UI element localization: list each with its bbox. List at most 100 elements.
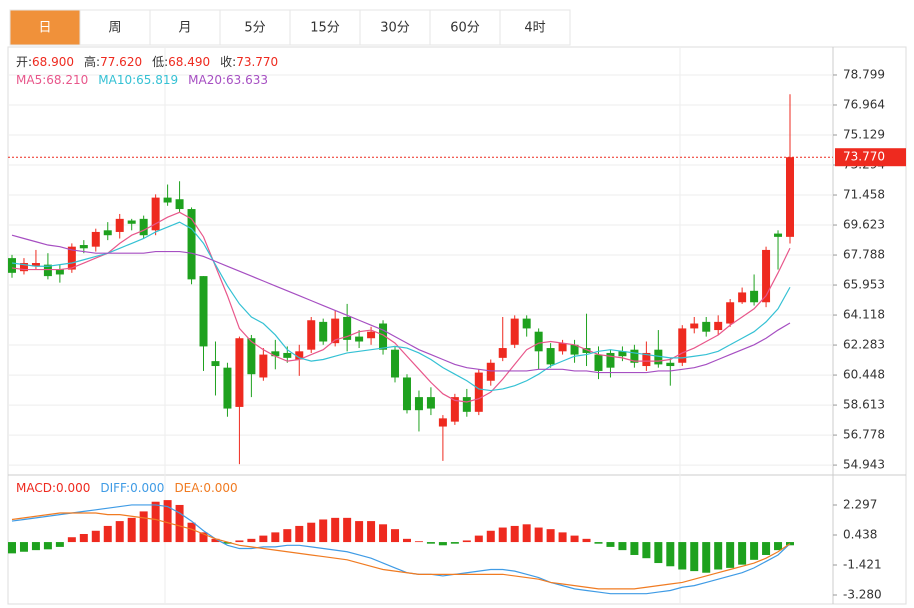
candle-body xyxy=(570,344,579,355)
macd-bar xyxy=(343,517,352,543)
tab-label: 月 xyxy=(178,21,191,36)
macd-bar xyxy=(402,538,411,543)
macd-bar xyxy=(594,542,603,544)
macd-bar xyxy=(486,530,495,543)
macd-bar xyxy=(283,529,292,543)
last-price-box xyxy=(835,148,906,167)
candle-body xyxy=(67,246,76,270)
line-series xyxy=(11,234,791,374)
candle-body xyxy=(187,209,196,280)
y-tick-label: 67.788 xyxy=(843,248,885,262)
legend-value: 73.770 xyxy=(236,55,278,69)
candle-body xyxy=(259,354,268,378)
candle-body xyxy=(235,338,244,407)
macd-bar xyxy=(175,504,184,543)
macd-bar xyxy=(187,522,196,543)
legend-value: 68.210 xyxy=(46,73,88,87)
tab-label: 日 xyxy=(38,21,51,36)
candle-body xyxy=(391,349,400,378)
candle-body xyxy=(702,321,711,332)
macd-bar xyxy=(582,538,591,543)
y-tick-label: -1.421 xyxy=(843,557,882,571)
candle-body xyxy=(91,231,100,247)
macd-bar xyxy=(8,542,16,554)
macd-bar xyxy=(558,532,567,543)
legend-label: MA5: xyxy=(16,73,46,87)
candle-body xyxy=(151,197,160,231)
line-series xyxy=(11,512,791,590)
macd-bar xyxy=(43,542,52,550)
macd-bar xyxy=(474,535,483,543)
macd-bar xyxy=(498,527,507,543)
candle-body xyxy=(534,331,543,352)
candle-body xyxy=(199,276,208,347)
candle-body xyxy=(103,230,112,236)
macd-bar xyxy=(714,542,723,570)
last-price-label: 73.770 xyxy=(843,150,885,164)
line-series xyxy=(11,504,791,595)
tab[interactable] xyxy=(289,9,361,46)
tab-label: 周 xyxy=(108,21,121,36)
y-tick-label: 76.964 xyxy=(843,97,885,111)
macd-bar xyxy=(259,535,268,543)
macd-bar xyxy=(738,542,747,565)
candle-body xyxy=(438,418,447,427)
tab[interactable] xyxy=(9,9,81,46)
candle-body xyxy=(558,343,567,352)
legend-label: DEA: xyxy=(174,481,203,495)
macd-bar xyxy=(19,542,28,552)
candle-body xyxy=(594,354,603,371)
y-tick-label: 54.943 xyxy=(843,458,885,472)
candle-body xyxy=(546,348,555,365)
candle-body xyxy=(642,352,651,367)
legend-value: 68.490 xyxy=(168,55,210,69)
macd-bar xyxy=(55,542,64,547)
candle-body xyxy=(8,258,16,273)
tab[interactable] xyxy=(499,9,571,46)
legend-label: DIFF: xyxy=(100,481,130,495)
macd-bar xyxy=(462,540,471,543)
line-series xyxy=(11,211,791,403)
macd-bar xyxy=(163,500,172,543)
candle-body xyxy=(606,352,615,368)
candle-body xyxy=(379,323,388,350)
macd-bar xyxy=(678,542,687,570)
candle-body xyxy=(582,348,591,353)
candle-body xyxy=(786,157,794,237)
y-tick-label: 69.623 xyxy=(843,218,885,232)
macd-bar xyxy=(91,530,100,543)
candle-body xyxy=(762,249,771,303)
legend-value: 0.000 xyxy=(56,481,90,495)
macd-bar xyxy=(367,521,376,543)
frame xyxy=(7,46,907,605)
candle-body xyxy=(450,397,459,422)
y-tick-label: 62.283 xyxy=(843,338,885,352)
macd-bar xyxy=(151,501,160,543)
macd-bar xyxy=(355,521,364,543)
candle-body xyxy=(486,362,495,381)
macd-bar xyxy=(103,525,112,543)
candle-body xyxy=(522,318,531,329)
tab[interactable] xyxy=(79,9,151,46)
candle-body xyxy=(726,302,735,324)
macd-bar xyxy=(67,537,76,543)
legend: MACD:0.000 DIFF:0.000 DEA:0.000 xyxy=(16,481,238,495)
candle-body xyxy=(295,351,304,360)
candle-body xyxy=(774,233,783,237)
legend-value: 77.620 xyxy=(100,55,142,69)
macd-bar xyxy=(642,542,651,559)
candle-body xyxy=(127,220,136,224)
macd-bar xyxy=(379,524,388,543)
macd-bar xyxy=(235,540,244,543)
macd-bar xyxy=(690,542,699,572)
candle-body xyxy=(79,245,88,249)
candle-body xyxy=(510,318,519,345)
macd-bar xyxy=(79,533,88,543)
macd-bar xyxy=(630,542,639,555)
macd-bar xyxy=(139,511,148,543)
y-tick-label: 60.448 xyxy=(843,368,885,382)
legend: 开:68.900 高:77.620 低:68.490 收:73.770 xyxy=(16,54,278,69)
macd-bar xyxy=(223,542,232,544)
candle-body xyxy=(163,197,172,203)
candle-body xyxy=(630,349,639,363)
